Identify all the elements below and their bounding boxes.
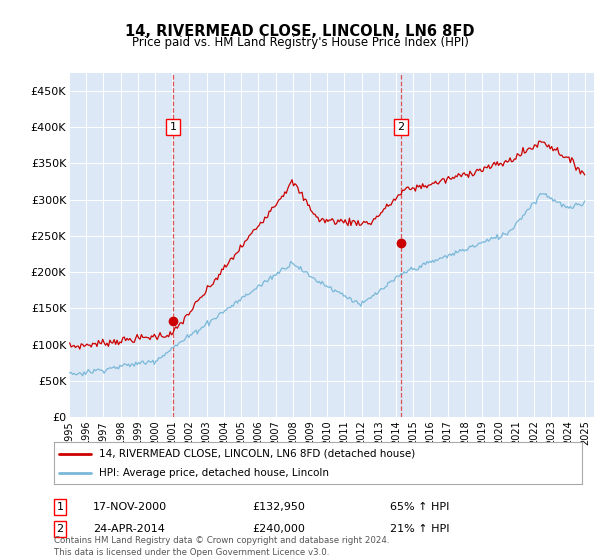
- Text: 1: 1: [56, 502, 64, 512]
- Text: £132,950: £132,950: [252, 502, 305, 512]
- Text: Contains HM Land Registry data © Crown copyright and database right 2024.
This d: Contains HM Land Registry data © Crown c…: [54, 536, 389, 557]
- Text: Price paid vs. HM Land Registry's House Price Index (HPI): Price paid vs. HM Land Registry's House …: [131, 36, 469, 49]
- Text: HPI: Average price, detached house, Lincoln: HPI: Average price, detached house, Linc…: [99, 468, 329, 478]
- Text: 17-NOV-2000: 17-NOV-2000: [93, 502, 167, 512]
- Text: 2: 2: [397, 122, 404, 132]
- Text: 14, RIVERMEAD CLOSE, LINCOLN, LN6 8FD: 14, RIVERMEAD CLOSE, LINCOLN, LN6 8FD: [125, 24, 475, 39]
- Text: 24-APR-2014: 24-APR-2014: [93, 524, 165, 534]
- Text: 2: 2: [56, 524, 64, 534]
- Text: 1: 1: [169, 122, 176, 132]
- Text: 65% ↑ HPI: 65% ↑ HPI: [390, 502, 449, 512]
- Text: 21% ↑ HPI: 21% ↑ HPI: [390, 524, 449, 534]
- Text: 14, RIVERMEAD CLOSE, LINCOLN, LN6 8FD (detached house): 14, RIVERMEAD CLOSE, LINCOLN, LN6 8FD (d…: [99, 449, 415, 459]
- Text: £240,000: £240,000: [252, 524, 305, 534]
